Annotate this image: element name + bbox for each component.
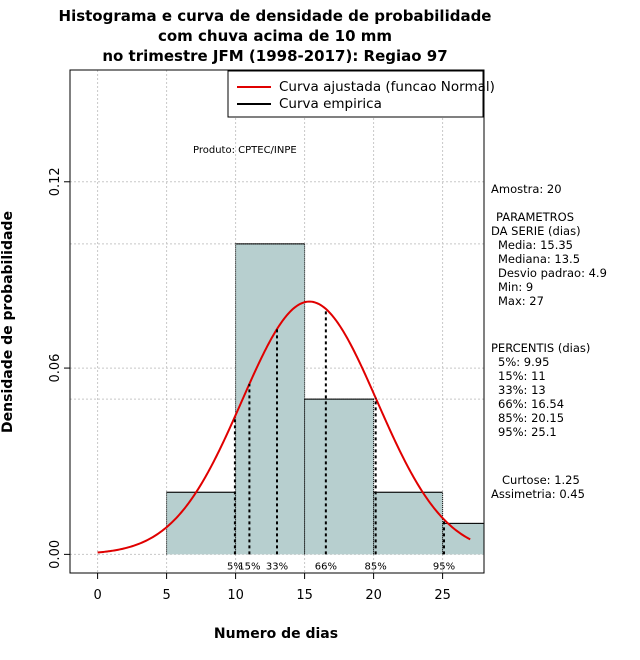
y-tick-label-1: 0.06 — [48, 354, 63, 383]
percentile-label-3: 66% — [315, 561, 337, 572]
stat-p33: 33%: 13 — [498, 383, 546, 397]
stat-p15: 15%: 11 — [498, 369, 546, 383]
percentile-label-5: 95% — [433, 561, 455, 572]
x-tick-label-3: 15 — [296, 588, 313, 603]
stat-param-header-1: PARAMETROS — [496, 210, 574, 224]
stat-param-header-2: DA SERIE (dias) — [491, 224, 581, 238]
x-tick-label-4: 20 — [365, 588, 382, 603]
histogram-bars — [166, 243, 485, 555]
x-tick-label-5: 25 — [434, 588, 451, 603]
stat-media: Media: 15.35 — [498, 238, 573, 252]
stat-curtose: Curtose: 1.25 — [502, 473, 580, 487]
chart-title-line-1: Histograma e curva de densidade de proba… — [59, 7, 492, 25]
stat-p66: 66%: 16.54 — [498, 397, 564, 411]
stat-max: Max: 27 — [498, 294, 544, 308]
stat-min: Min: 9 — [498, 280, 533, 294]
legend-label-empirical: Curva empirica — [279, 96, 382, 112]
y-axis: 0.00 0.06 0.12 — [48, 167, 70, 569]
histogram-bar-0 — [166, 492, 236, 555]
percentile-label-0: 5% — [227, 561, 243, 572]
plot-frame — [69, 69, 485, 574]
normal-curve — [97, 300, 471, 554]
x-tick-label-1: 5 — [162, 588, 170, 603]
legend-box — [227, 70, 484, 118]
chart-title-line-2: com chuva acima de 10 mm — [158, 27, 392, 45]
stat-desvio: Desvio padrao: 4.9 — [498, 266, 607, 280]
legend-label-normal: Curva ajustada (funcao Normal) — [279, 79, 495, 95]
x-axis: 0 5 10 15 20 25 — [93, 573, 451, 603]
y-tick-label-0: 0.00 — [48, 540, 63, 569]
histogram-bar-3 — [373, 492, 443, 555]
x-tick-label-2: 10 — [227, 588, 244, 603]
percentile-lines: 5%15% 33% 66% 85% 95% — [227, 308, 455, 572]
y-tick-label-2: 0.12 — [48, 167, 63, 196]
percentile-label-2: 33% — [266, 561, 288, 572]
stat-p5: 5%: 9.95 — [498, 355, 549, 369]
stats-panel: Amostra: 20 PARAMETROS DA SERIE (dias) M… — [491, 182, 607, 501]
histogram-bar-4 — [442, 523, 484, 555]
stat-percentis-header: PERCENTIS (dias) — [491, 341, 590, 355]
y-axis-label: Densidade de probabilidade — [0, 211, 16, 433]
percentile-label-1: 15% — [238, 561, 260, 572]
chart-title-line-3: no trimestre JFM (1998-2017): Regiao 97 — [102, 47, 447, 65]
stat-p85: 85%: 20.15 — [498, 411, 564, 425]
percentile-label-4: 85% — [365, 561, 387, 572]
histogram-bar-1 — [235, 243, 305, 555]
stat-assimetria: Assimetria: 0.45 — [491, 487, 585, 501]
x-axis-label: Numero de dias — [214, 626, 338, 642]
stat-p95: 95%: 25.1 — [498, 425, 557, 439]
legend: Curva ajustada (funcao Normal) Curva emp… — [227, 70, 495, 118]
product-annotation: Produto: CPTEC/INPE — [193, 145, 297, 156]
stat-mediana: Mediana: 13.5 — [498, 252, 580, 266]
histogram-bar-2 — [304, 399, 374, 555]
x-tick-label-0: 0 — [93, 588, 101, 603]
normal-curve-group — [97, 300, 471, 554]
stat-amostra: Amostra: 20 — [491, 182, 562, 196]
